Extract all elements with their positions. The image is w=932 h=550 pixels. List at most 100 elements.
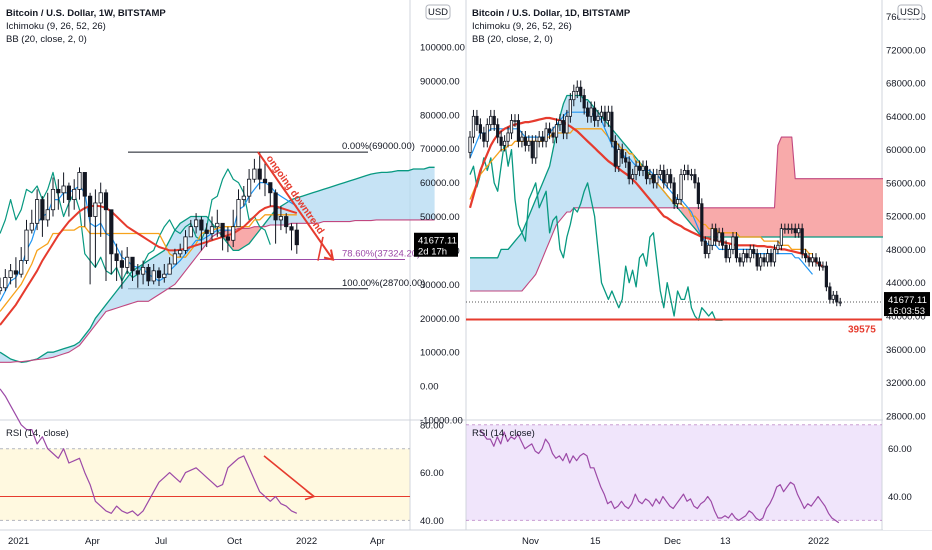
right-span-b bbox=[470, 136, 920, 292]
right-candle bbox=[783, 223, 787, 234]
candle-body bbox=[824, 265, 828, 288]
candle-body bbox=[586, 107, 590, 117]
candle-body bbox=[40, 199, 45, 221]
left-candle bbox=[130, 256, 135, 281]
right-last-price: 41677.11 bbox=[888, 295, 927, 306]
left-candle bbox=[188, 219, 193, 238]
left-candle bbox=[135, 264, 140, 288]
candle-body bbox=[582, 95, 586, 109]
candle-body bbox=[29, 222, 34, 231]
right-candle bbox=[676, 194, 680, 210]
right-candle bbox=[651, 168, 655, 189]
candle-body bbox=[523, 136, 527, 146]
left-chart-title: Bitcoin / U.S. Dollar, 1W, BITSTAMP bbox=[6, 8, 166, 19]
left-time-label: Oct bbox=[227, 536, 242, 547]
candle-body bbox=[589, 107, 593, 117]
candle-body bbox=[24, 229, 29, 262]
fib-label: 78.60%(37324.20) bbox=[342, 249, 420, 260]
left-candle bbox=[3, 269, 8, 292]
right-candle bbox=[634, 160, 638, 181]
right-candle bbox=[693, 168, 697, 189]
right-candle bbox=[592, 101, 597, 127]
candle-body bbox=[696, 182, 700, 205]
right-candle bbox=[502, 135, 507, 152]
candle-body bbox=[558, 120, 562, 126]
left-rsi-tick: 40.00 bbox=[420, 516, 444, 527]
right-candle bbox=[748, 244, 752, 263]
right-rsi-tick: 40.00 bbox=[888, 492, 912, 503]
candle-body bbox=[807, 257, 811, 263]
candle-body bbox=[506, 132, 510, 142]
candle-body bbox=[3, 277, 8, 289]
left-candle bbox=[140, 260, 146, 285]
candle-body bbox=[676, 199, 680, 205]
candle-body bbox=[146, 266, 151, 282]
downtrend-arrow bbox=[257, 151, 334, 261]
left-price-tick: 0.00 bbox=[420, 382, 439, 393]
candle-body bbox=[204, 229, 209, 234]
candle-body bbox=[738, 257, 742, 263]
candle-body bbox=[714, 228, 718, 242]
right-candle bbox=[707, 240, 711, 259]
right-candle bbox=[586, 101, 590, 123]
right-candle bbox=[727, 244, 732, 263]
candle-body bbox=[693, 174, 697, 184]
right-candle bbox=[776, 240, 780, 255]
candle-body bbox=[606, 111, 611, 121]
left-candle bbox=[61, 172, 66, 203]
candle-body bbox=[617, 149, 621, 167]
left-price-tick: 70000.00 bbox=[420, 144, 460, 155]
right-time-label: Dec bbox=[664, 536, 681, 547]
left-time-label: Apr bbox=[370, 536, 385, 547]
left-candle bbox=[151, 264, 156, 285]
candle-body bbox=[209, 226, 215, 234]
left-candle bbox=[19, 247, 24, 278]
left-rsi-band bbox=[0, 448, 410, 521]
right-candle bbox=[724, 240, 728, 263]
candle-body bbox=[199, 219, 204, 231]
candle-body bbox=[492, 115, 496, 126]
right-candle bbox=[797, 223, 801, 238]
right-price-tick: 48000.00 bbox=[886, 245, 926, 256]
left-candle bbox=[45, 192, 50, 227]
left-price-tick: 80000.00 bbox=[420, 110, 460, 121]
right-rsi-tick: 60.00 bbox=[888, 444, 912, 455]
right-currency-label: USD bbox=[900, 7, 920, 18]
candle-body bbox=[485, 124, 489, 142]
candle-body bbox=[114, 253, 119, 262]
left-ichimoku-cloud-bull bbox=[0, 352, 22, 363]
candle-body bbox=[66, 185, 71, 200]
left-candle bbox=[209, 216, 215, 241]
right-candle bbox=[790, 223, 794, 234]
right-candle bbox=[624, 152, 628, 168]
right-candle bbox=[700, 198, 704, 247]
candle-body bbox=[765, 253, 770, 263]
candle-body bbox=[804, 253, 808, 259]
right-candle bbox=[786, 223, 790, 234]
left-ichimoku-cloud-bull bbox=[265, 167, 435, 227]
candle-body bbox=[561, 120, 566, 134]
candle-body bbox=[592, 107, 597, 121]
candle-body bbox=[98, 192, 103, 204]
candle-body bbox=[745, 253, 749, 259]
candle-body bbox=[717, 232, 721, 242]
right-candle bbox=[828, 282, 832, 304]
candle-body bbox=[103, 192, 109, 211]
right-candle bbox=[838, 297, 842, 307]
candle-body bbox=[641, 165, 645, 171]
left-candle bbox=[273, 189, 278, 244]
right-candle bbox=[807, 253, 811, 267]
candle-body bbox=[294, 229, 299, 246]
right-candle bbox=[779, 223, 784, 251]
left-currency-badge[interactable] bbox=[425, 4, 451, 20]
candle-body bbox=[125, 256, 130, 268]
candle-body bbox=[262, 178, 268, 184]
right-kijun-line bbox=[469, 128, 813, 255]
right-currency-badge[interactable] bbox=[897, 4, 923, 20]
left-candle bbox=[8, 264, 13, 285]
candle-body bbox=[8, 270, 13, 278]
candle-body bbox=[482, 132, 486, 142]
fib-label: 100.00%(28700.00) bbox=[342, 278, 425, 289]
right-candle bbox=[534, 135, 538, 164]
left-candle bbox=[278, 206, 284, 231]
